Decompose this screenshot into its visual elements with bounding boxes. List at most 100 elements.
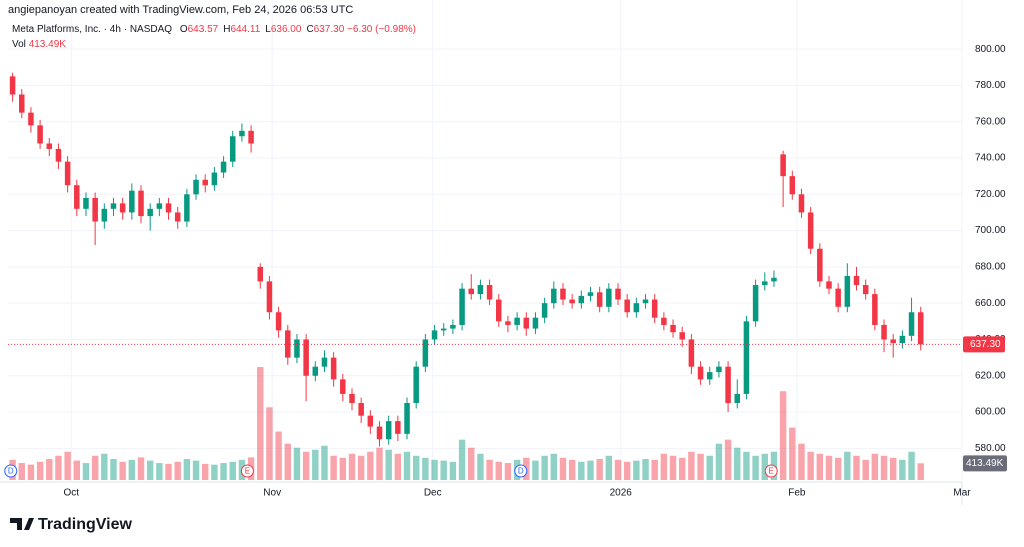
x-tick-label: 2026 [610, 488, 633, 499]
volume-bar [669, 455, 677, 480]
volume-bar [862, 459, 869, 480]
candle-body [184, 194, 190, 222]
candle-body [624, 299, 630, 313]
volume-bar [422, 457, 429, 480]
volume-bar [312, 449, 319, 480]
candle-body [110, 203, 117, 209]
x-tick-label: Nov [263, 488, 281, 499]
field-label: O [179, 24, 188, 35]
candle-body [752, 285, 759, 322]
candle-body [532, 317, 539, 329]
volume-bar [889, 457, 897, 480]
volume-bar [284, 443, 291, 480]
x-tick-label: Oct [64, 488, 80, 499]
volume-bar [46, 459, 53, 480]
candle-body [835, 288, 841, 307]
volume-bar [330, 455, 337, 480]
volume-bar [220, 463, 227, 480]
candle-body [780, 154, 786, 177]
volume-bar [403, 451, 411, 480]
volume-bar [825, 455, 833, 480]
volume-bar [146, 460, 154, 480]
volume-bar [623, 461, 631, 480]
volume-bar [679, 457, 686, 480]
y-tick-label: 580.00 [975, 443, 1006, 454]
candle-body [743, 321, 750, 394]
volume-bar [357, 455, 365, 480]
candle-body [514, 317, 520, 325]
candle-body [37, 125, 43, 144]
candle-body [615, 288, 621, 300]
candle-body [844, 275, 851, 307]
candle-body [587, 292, 594, 296]
candle-body [349, 393, 355, 403]
y-tick-label: 780.00 [975, 80, 1006, 91]
candle-body [642, 299, 649, 304]
event-badge: E [240, 464, 254, 478]
brand-logo: TradingView [10, 516, 133, 533]
volume-bar [486, 459, 493, 480]
candle-body [202, 179, 208, 186]
volume-bar [183, 459, 191, 480]
volume-bar [449, 461, 457, 480]
volume-bar [834, 457, 842, 480]
x-tick-label: Mar [953, 488, 971, 499]
volume-bar [64, 451, 71, 480]
volume-bar [642, 459, 649, 480]
candle-body [486, 285, 493, 300]
y-tick-label: 760.00 [975, 116, 1006, 127]
candle-body [303, 339, 309, 376]
candle-body [440, 328, 447, 331]
candle-body [762, 281, 768, 286]
candle-body [28, 112, 34, 126]
candle-body [697, 366, 704, 380]
candle-body [633, 303, 640, 313]
volume-bar [18, 463, 25, 480]
volume-bar [266, 407, 273, 480]
event-circle [240, 464, 254, 478]
candle-body [853, 275, 860, 286]
candle-body [376, 426, 383, 440]
candle-body [193, 179, 199, 195]
candle-body [413, 366, 419, 403]
volume-bar [165, 463, 172, 480]
candle-body [496, 299, 502, 322]
candle-body [817, 248, 823, 282]
candle-body [129, 190, 135, 213]
candle-body [119, 203, 126, 213]
volume-bar [715, 443, 723, 480]
candle-body [569, 299, 575, 304]
candle-body [505, 321, 511, 325]
candle-body [46, 143, 53, 149]
candle-body [275, 312, 282, 331]
y-tick-label: 600.00 [975, 407, 1006, 418]
candle-body [596, 292, 603, 307]
volume-bar [412, 455, 420, 480]
event-circle [514, 464, 528, 478]
volume-bar [458, 439, 466, 480]
volume-bar [532, 460, 539, 480]
candle-body [220, 161, 227, 173]
candle-body [862, 285, 869, 295]
volume-bar [110, 459, 117, 480]
candle-body [789, 176, 796, 195]
volume-bar [504, 463, 512, 480]
candle-body [578, 295, 585, 304]
candle-body [541, 303, 548, 318]
volume-bar [91, 455, 99, 480]
candle-body [899, 335, 906, 344]
candle-body [477, 285, 484, 295]
volume-bar [477, 453, 484, 480]
volume-bar [257, 367, 264, 480]
volume-bar [660, 453, 668, 480]
volume-bar [651, 459, 658, 480]
candle-body [872, 294, 878, 325]
candle-body [734, 393, 741, 403]
volume-bar [596, 459, 603, 480]
field-value: 636.00 [270, 24, 302, 35]
volume-bar [779, 391, 787, 480]
candle-body [459, 288, 465, 325]
candle-body [670, 324, 676, 333]
volume-bar [697, 453, 704, 480]
